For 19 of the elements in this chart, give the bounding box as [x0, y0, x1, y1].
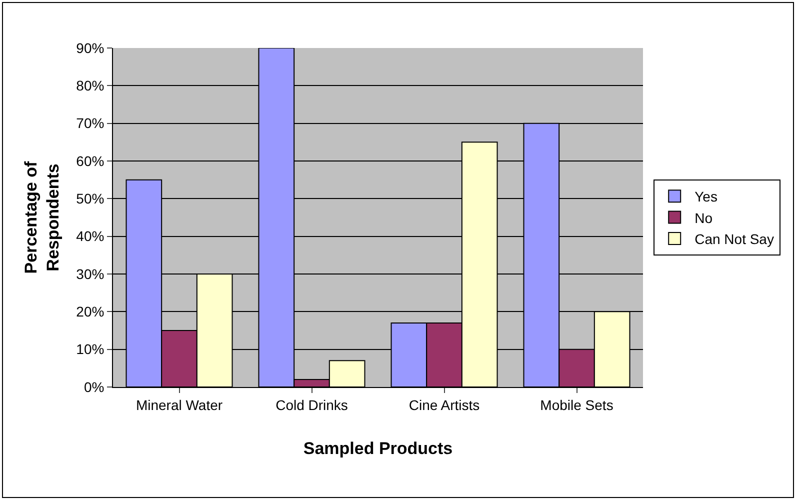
y-tick-label: 70%	[76, 115, 104, 132]
y-tick-label: 30%	[76, 266, 104, 282]
y-axis-title: Percentage of Respondents	[22, 160, 63, 274]
y-tick-label: 0%	[84, 378, 104, 395]
legend-label: No	[694, 210, 713, 226]
x-tick-label: Mineral Water	[136, 396, 223, 413]
x-tick-label: Mobile Sets	[540, 396, 614, 413]
legend-label: Yes	[694, 188, 718, 205]
x-tick-label: Cold Drinks	[276, 396, 348, 413]
legend-label: Can Not Say	[694, 230, 774, 247]
y-tick-label: 10%	[76, 341, 104, 358]
y-tick-label: 80%	[76, 78, 104, 94]
x-tick-label: Cine Artists	[408, 396, 480, 413]
y-tick-label: 40%	[76, 228, 104, 244]
y-tick-label: 50%	[76, 190, 104, 207]
y-tick-label: 60%	[76, 152, 104, 169]
y-tick-label: 20%	[76, 304, 104, 320]
x-axis-title: Sampled Products	[303, 439, 453, 458]
y-tick-label: 90%	[76, 40, 104, 56]
